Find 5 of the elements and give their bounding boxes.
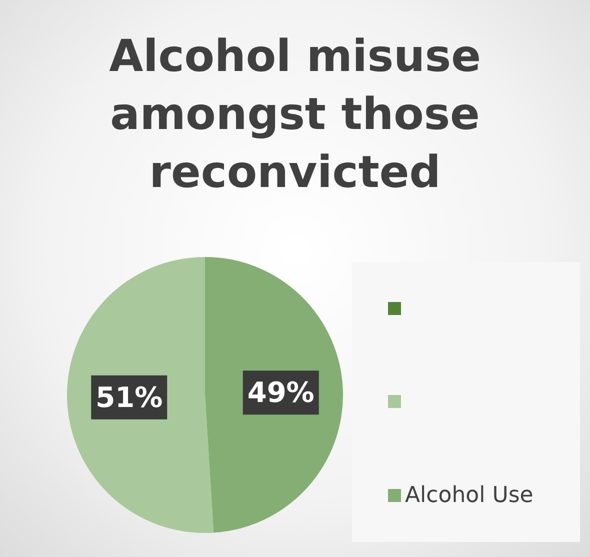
data-label: 49% [247,376,314,410]
legend-label: Alcohol Use [405,482,534,508]
chart-title: Alcohol misuse amongst those reconvicted [108,30,482,200]
pie-slice [67,257,214,533]
data-label: 51% [96,380,163,414]
